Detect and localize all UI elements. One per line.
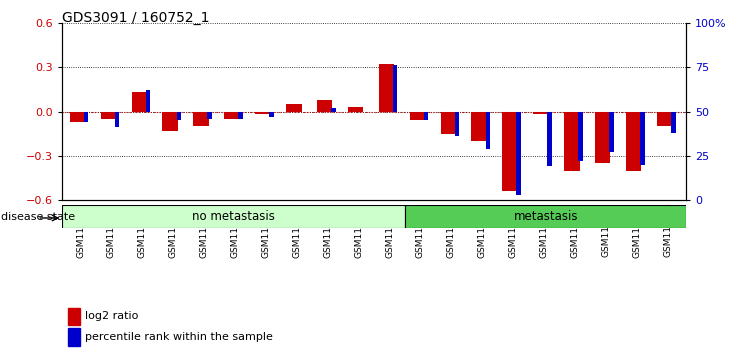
- Bar: [238, 112, 243, 119]
- Bar: [671, 112, 675, 133]
- Bar: [405, 205, 686, 228]
- Bar: [348, 107, 364, 112]
- Bar: [657, 112, 672, 126]
- Text: percentile rank within the sample: percentile rank within the sample: [85, 332, 272, 342]
- Bar: [177, 112, 181, 120]
- Bar: [131, 92, 147, 112]
- Text: no metastasis: no metastasis: [192, 210, 275, 223]
- Bar: [626, 112, 642, 171]
- Bar: [331, 108, 336, 112]
- Bar: [502, 112, 518, 191]
- Bar: [62, 205, 405, 228]
- Text: metastasis: metastasis: [513, 210, 578, 223]
- Bar: [193, 112, 209, 126]
- Bar: [441, 112, 456, 133]
- Bar: [69, 329, 80, 346]
- Text: disease state: disease state: [1, 212, 76, 222]
- Bar: [255, 112, 271, 114]
- Bar: [379, 64, 394, 112]
- Bar: [485, 112, 490, 149]
- Bar: [145, 90, 150, 112]
- Bar: [455, 112, 459, 136]
- Bar: [207, 112, 212, 119]
- Bar: [115, 112, 120, 127]
- Bar: [163, 112, 178, 131]
- Text: GDS3091 / 160752_1: GDS3091 / 160752_1: [62, 11, 210, 25]
- Bar: [548, 112, 552, 166]
- Bar: [640, 112, 645, 165]
- Bar: [578, 112, 583, 161]
- Bar: [609, 112, 614, 152]
- Bar: [224, 112, 239, 119]
- Bar: [533, 112, 549, 114]
- Bar: [410, 112, 425, 120]
- Bar: [317, 100, 332, 112]
- Bar: [564, 112, 580, 171]
- Text: log2 ratio: log2 ratio: [85, 312, 138, 321]
- Bar: [595, 112, 610, 163]
- Bar: [472, 112, 487, 141]
- Bar: [516, 112, 521, 195]
- Bar: [269, 112, 274, 117]
- Bar: [70, 112, 85, 122]
- Bar: [393, 65, 397, 112]
- Bar: [101, 112, 116, 119]
- Bar: [69, 308, 80, 325]
- Bar: [84, 112, 88, 122]
- Bar: [423, 112, 429, 120]
- Bar: [286, 104, 301, 112]
